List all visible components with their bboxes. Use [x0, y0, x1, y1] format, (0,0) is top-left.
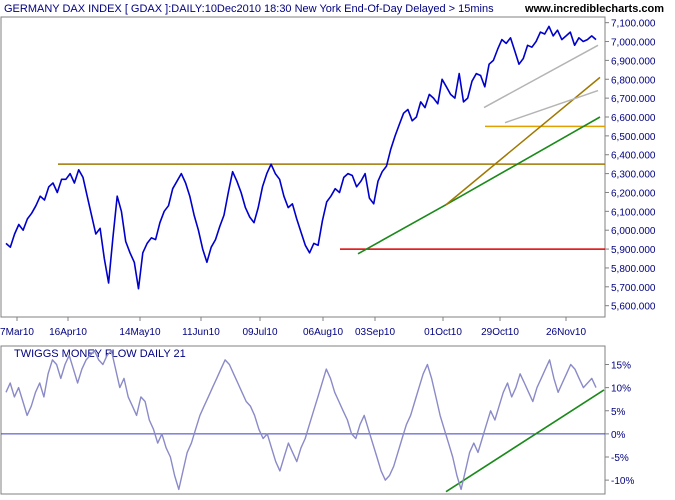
price-y-tick-label: 6,300.000 — [611, 170, 656, 181]
money-flow-y-tick-label: 15% — [611, 361, 631, 372]
price-x-tick-label: 7Mar10 — [0, 327, 34, 338]
money-flow-y-tick-label: 10% — [611, 384, 631, 395]
price-x-tick-label: 03Sep10 — [355, 327, 395, 338]
money-flow-panel-frame — [0, 345, 606, 495]
price-y-tick-label: 5,900.000 — [611, 245, 656, 256]
price-y-tick-label: 5,800.000 — [611, 264, 656, 275]
green-trendline-early — [357, 204, 447, 255]
price-panel-frame — [0, 16, 606, 318]
money-flow-y-tick-label: 0% — [611, 430, 626, 441]
money-flow-trendline — [445, 389, 605, 493]
money-flow-y-tick-label: -10% — [611, 476, 634, 487]
price-y-tick-label: 6,400.000 — [611, 151, 656, 162]
price-annotations — [58, 44, 605, 255]
site-name: www.incrediblecharts.com — [524, 3, 664, 15]
price-x-tick-label: 16Apr10 — [49, 327, 87, 338]
money-flow-y-tick-label: 5% — [611, 407, 626, 418]
channel-upper-line — [483, 44, 599, 109]
price-x-tick-label: 14May10 — [119, 327, 161, 338]
price-y-tick-label: 7,100.000 — [611, 19, 656, 30]
price-y-tick-label: 6,900.000 — [611, 56, 656, 67]
chart-title: GERMANY DAX INDEX [ GDAX ]:DAILY:10Dec20… — [4, 3, 494, 15]
price-y-axis: 7,100.000 7,000.000 6,900.000 6,800.000 6,70… — [605, 19, 656, 313]
green-trendline — [445, 116, 601, 206]
price-x-axis: 7Mar10 16Apr10 14May10 11Jun10 09Jul10 06Aug1… — [0, 317, 586, 338]
price-x-tick-label: 01Oct10 — [424, 327, 462, 338]
channel-lower-line — [504, 89, 599, 124]
price-y-tick-label: 7,000.000 — [611, 38, 656, 49]
price-y-tick-label: 5,600.000 — [611, 302, 656, 313]
money-flow-series — [5, 349, 597, 491]
price-y-tick-label: 6,200.000 — [611, 188, 656, 199]
price-y-tick-label: 5,700.000 — [611, 283, 656, 294]
price-x-tick-label: 29Oct10 — [481, 327, 519, 338]
money-flow-annotations — [1, 389, 605, 493]
money-flow-y-axis: 15% 10% 5% 0% -5% -10% — [605, 361, 634, 487]
price-y-tick-label: 6,000.000 — [611, 226, 656, 237]
money-flow-line — [5, 349, 597, 491]
money-flow-y-tick-label: -5% — [611, 453, 629, 464]
money-flow-title: TWIGGS MONEY FLOW DAILY 21 — [14, 348, 186, 360]
price-y-tick-label: 6,800.000 — [611, 75, 656, 86]
price-line — [5, 25, 597, 290]
price-y-tick-label: 6,100.000 — [611, 207, 656, 218]
price-y-tick-label: 6,600.000 — [611, 113, 656, 124]
price-y-tick-label: 6,500.000 — [611, 132, 656, 143]
price-x-tick-label: 11Jun10 — [182, 327, 220, 338]
price-y-tick-label: 6,700.000 — [611, 94, 656, 105]
price-series — [5, 25, 597, 290]
price-x-tick-label: 06Aug10 — [303, 327, 343, 338]
price-x-tick-label: 26Nov10 — [546, 327, 586, 338]
price-x-tick-label: 09Jul10 — [242, 327, 277, 338]
